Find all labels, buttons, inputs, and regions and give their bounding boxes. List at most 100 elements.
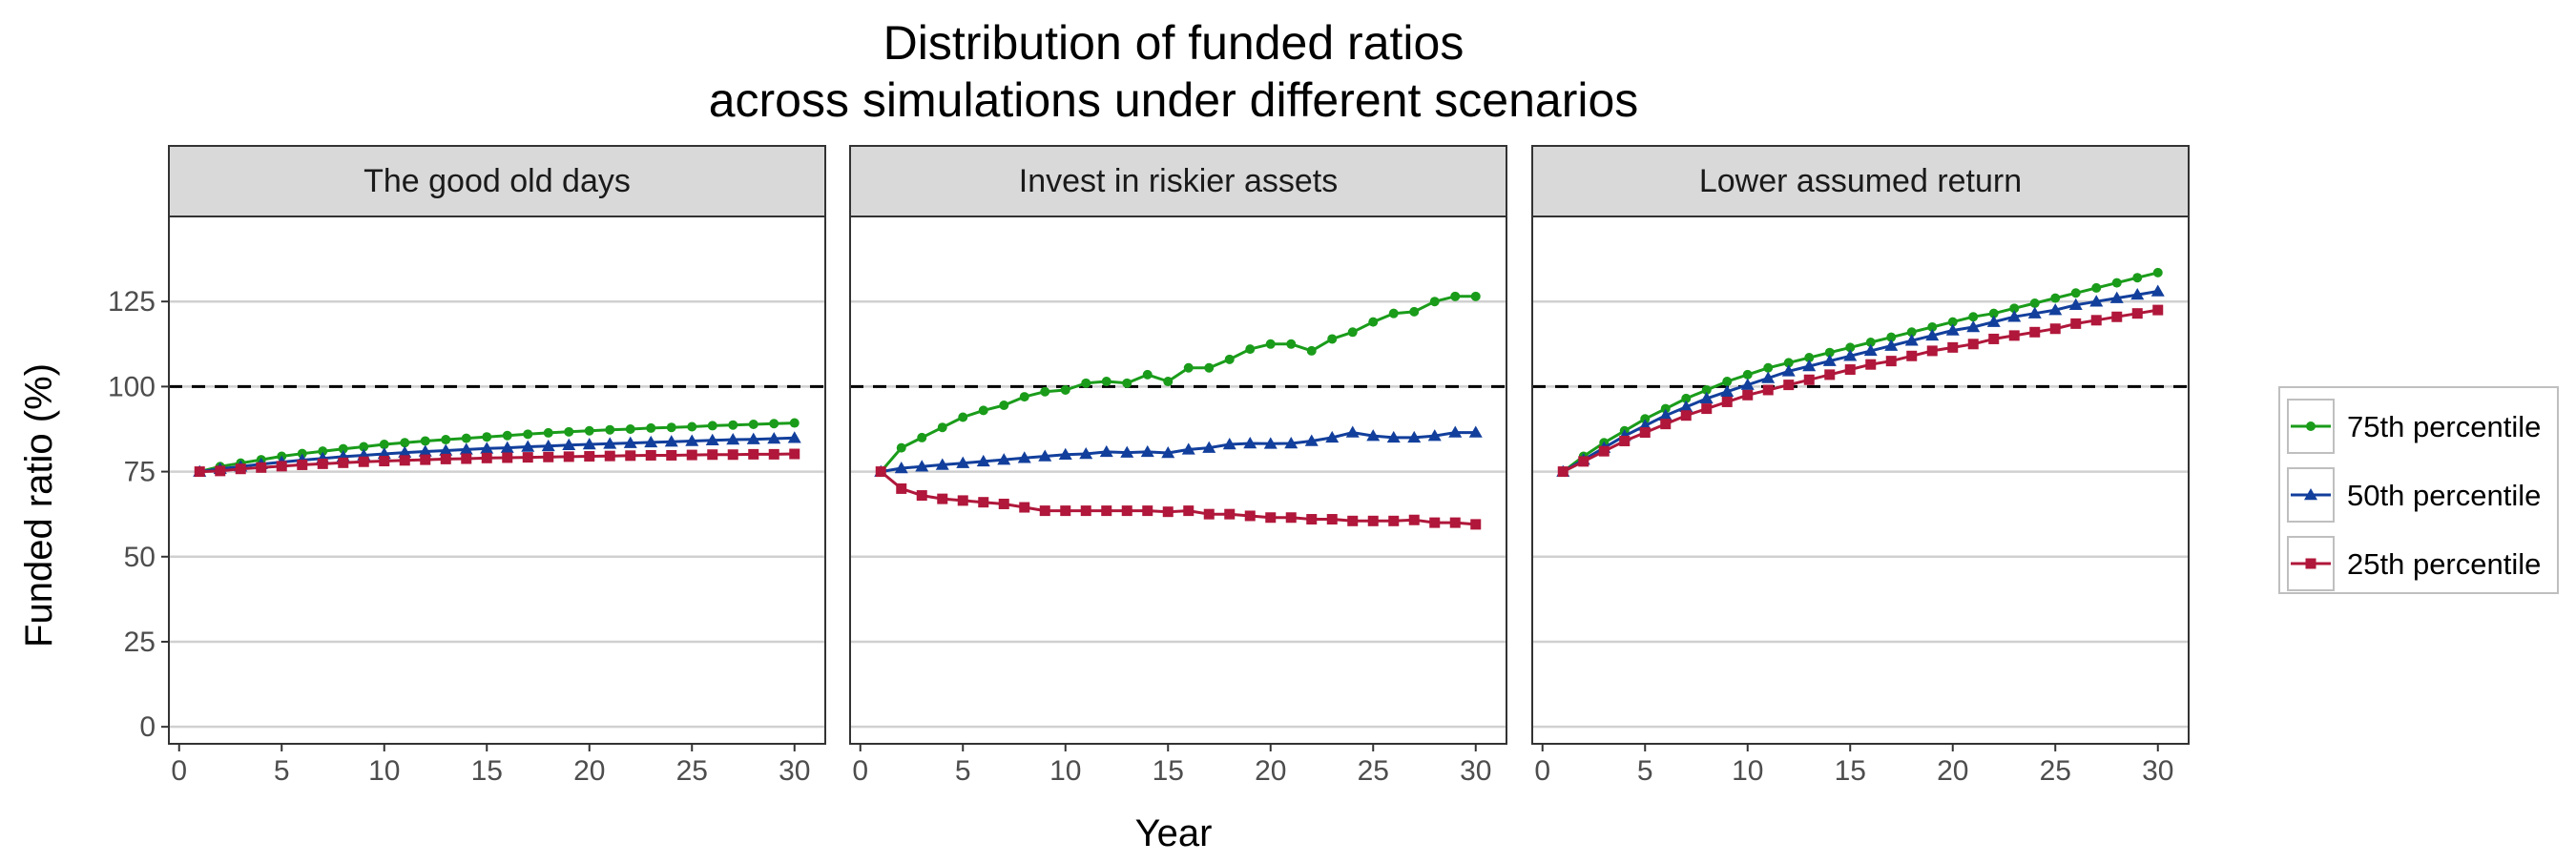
x-tick-label: 15	[471, 755, 503, 787]
data-point-25th-percentile	[2029, 326, 2041, 338]
data-point-75th-percentile	[420, 436, 430, 446]
data-point-75th-percentile	[1142, 369, 1153, 380]
facet-strip-label: Lower assumed return	[1699, 163, 2022, 199]
data-point-25th-percentile	[338, 457, 349, 468]
data-point-50th-percentile	[1781, 364, 1796, 377]
data-point-75th-percentile	[502, 430, 512, 441]
data-point-75th-percentile	[1681, 393, 1692, 403]
legend: 75th percentile 50th percentile 25th perce…	[2278, 386, 2559, 594]
data-point-25th-percentile	[1906, 350, 1918, 361]
data-point-75th-percentile	[999, 401, 1009, 411]
data-point-25th-percentile	[379, 456, 390, 467]
data-point-75th-percentile	[707, 421, 717, 431]
data-point-25th-percentile	[440, 453, 451, 464]
y-tick-label: 25	[124, 627, 156, 658]
data-point-50th-percentile	[521, 440, 535, 452]
data-point-50th-percentile	[500, 441, 514, 453]
data-point-25th-percentile	[686, 449, 697, 461]
data-point-25th-percentile	[1101, 505, 1112, 517]
data-point-25th-percentile	[1449, 517, 1461, 528]
data-point-50th-percentile	[1120, 445, 1134, 458]
data-point-75th-percentile	[1286, 339, 1297, 349]
data-point-50th-percentile	[1658, 408, 1672, 421]
data-point-75th-percentile	[958, 412, 968, 422]
panel-background-invest-in-riskier-assets	[850, 216, 1506, 744]
data-point-75th-percentile	[789, 418, 800, 428]
data-point-75th-percentile	[2029, 298, 2040, 308]
data-point-75th-percentile	[1122, 378, 1132, 388]
data-point-50th-percentile	[1427, 429, 1442, 442]
data-point-25th-percentile	[1701, 403, 1713, 415]
data-point-25th-percentile	[1326, 514, 1338, 525]
data-point-75th-percentile	[1347, 327, 1358, 338]
facet-strip-invest-in-riskier-assets	[849, 145, 1507, 217]
data-point-25th-percentile	[1721, 396, 1733, 407]
data-point-75th-percentile	[1947, 317, 1958, 327]
data-point-75th-percentile	[1183, 362, 1194, 373]
data-point-25th-percentile	[1244, 510, 1256, 522]
data-point-50th-percentile	[685, 434, 699, 446]
data-point-50th-percentile	[915, 460, 929, 472]
data-point-25th-percentile	[1619, 435, 1631, 446]
data-point-25th-percentile	[1367, 515, 1379, 526]
data-point-50th-percentile	[956, 456, 970, 468]
data-point-50th-percentile	[726, 433, 740, 445]
data-point-25th-percentile	[1306, 514, 1318, 525]
data-point-50th-percentile	[1181, 442, 1195, 455]
data-point-75th-percentile	[896, 442, 906, 453]
data-point-75th-percentile	[400, 438, 410, 448]
data-point-25th-percentile	[399, 455, 410, 466]
data-point-75th-percentile	[1824, 347, 1835, 358]
data-point-50th-percentile	[1161, 445, 1175, 459]
data-point-75th-percentile	[482, 432, 492, 442]
data-point-25th-percentile	[998, 498, 1009, 509]
data-point-50th-percentile	[997, 453, 1011, 465]
data-point-75th-percentile	[687, 421, 697, 432]
data-point-25th-percentile	[1660, 419, 1672, 430]
data-point-75th-percentile	[359, 442, 369, 452]
data-point-25th-percentile	[1824, 369, 1836, 380]
data-point-75th-percentile	[1804, 353, 1815, 363]
data-point-25th-percentile	[625, 450, 636, 462]
legend-label: 50th percentile	[2347, 479, 2541, 512]
x-axis-title: Year	[1135, 812, 1213, 854]
data-point-50th-percentile	[1284, 436, 1298, 449]
data-point-75th-percentile	[1865, 338, 1876, 348]
data-point-50th-percentile	[976, 454, 990, 467]
data-point-50th-percentile	[1843, 349, 1858, 361]
data-point-75th-percentile	[338, 443, 348, 454]
data-point-50th-percentile	[1761, 371, 1776, 383]
x-tick-label: 20	[1937, 755, 1968, 787]
data-point-50th-percentile	[1243, 436, 1257, 449]
data-point-50th-percentile	[894, 462, 908, 474]
facet-strip-label: The good old days	[364, 163, 631, 199]
data-point-50th-percentile	[1345, 425, 1360, 438]
data-point-25th-percentile	[2152, 304, 2164, 316]
panel-border-the-good-old-days	[168, 216, 826, 745]
data-point-50th-percentile	[1468, 425, 1483, 438]
data-point-50th-percentile	[1140, 444, 1154, 458]
y-tick-label: 125	[108, 286, 156, 318]
data-point-75th-percentile	[441, 435, 451, 445]
data-point-75th-percentile	[605, 424, 615, 435]
data-point-25th-percentile	[1578, 456, 1589, 467]
data-point-25th-percentile	[1285, 512, 1297, 524]
data-point-25th-percentile	[1121, 505, 1132, 517]
data-point-25th-percentile	[937, 493, 948, 504]
data-point-50th-percentile	[603, 437, 617, 449]
data-point-25th-percentile	[256, 462, 267, 473]
data-point-25th-percentile	[2049, 323, 2061, 335]
data-point-25th-percentile	[1060, 505, 1071, 517]
data-point-75th-percentile	[1368, 317, 1379, 327]
data-point-25th-percentile	[2111, 311, 2123, 322]
data-point-75th-percentile	[1409, 306, 1420, 317]
data-point-50th-percentile	[582, 438, 596, 450]
data-point-50th-percentile	[767, 431, 781, 444]
data-point-75th-percentile	[543, 427, 553, 438]
data-point-75th-percentile	[1245, 344, 1256, 355]
data-point-50th-percentile	[541, 439, 555, 452]
data-point-75th-percentile	[917, 432, 927, 442]
x-tick-label: 0	[1534, 755, 1550, 787]
data-point-75th-percentile	[1701, 384, 1712, 395]
